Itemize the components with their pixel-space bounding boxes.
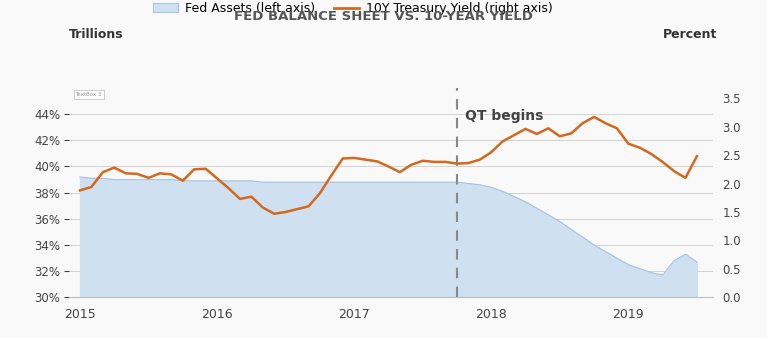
Text: TextBox 3: TextBox 3 xyxy=(75,92,102,97)
Text: Trillions: Trillions xyxy=(69,28,123,41)
Text: Percent: Percent xyxy=(663,28,717,41)
Legend: Fed Assets (left axis), 10Y Treasury Yield (right axis): Fed Assets (left axis), 10Y Treasury Yie… xyxy=(153,2,553,15)
Text: QT begins: QT begins xyxy=(466,110,544,123)
Text: FED BALANCE SHEET VS. 10-YEAR YIELD: FED BALANCE SHEET VS. 10-YEAR YIELD xyxy=(234,10,533,23)
